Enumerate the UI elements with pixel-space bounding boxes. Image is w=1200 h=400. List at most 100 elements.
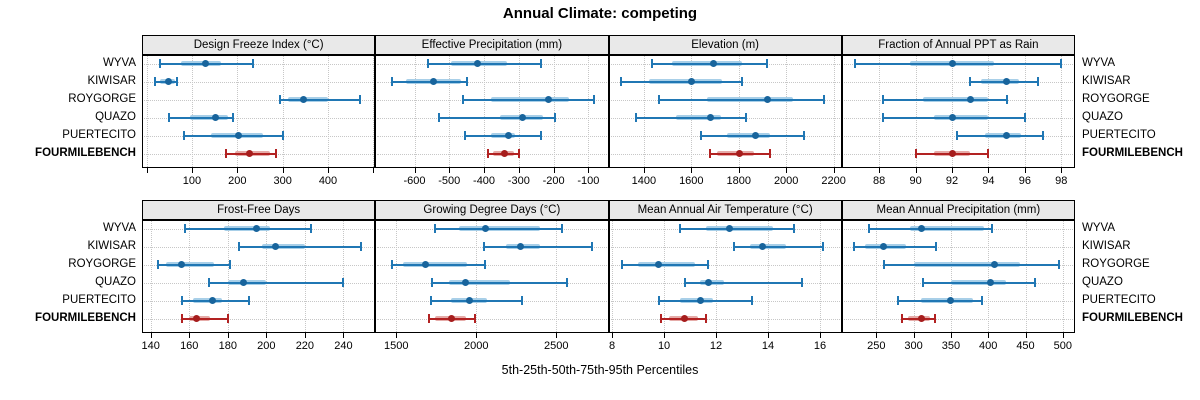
site-label-left: KIWISAR [87, 74, 136, 87]
median-dot [501, 150, 509, 157]
whisker-cap-5th [159, 59, 162, 68]
whisker-cap-95th [228, 260, 231, 269]
whisker-cap-5th [678, 224, 681, 233]
median-dot [948, 114, 956, 121]
whisker-cap-95th [342, 278, 345, 287]
site-label-left: WYVA [102, 56, 136, 69]
median-dot [948, 60, 956, 67]
site-label-left: QUAZO [95, 275, 136, 288]
whisker-cap-5th [434, 224, 437, 233]
axis-tick-label: 350 [941, 340, 961, 352]
grid-line-horizontal [843, 246, 1073, 248]
median-dot [208, 297, 216, 304]
axis-tick-label: 400 [318, 175, 338, 187]
median-dot [946, 297, 954, 304]
axis-tick-label: 16 [813, 340, 827, 352]
whisker-cap-5th [882, 260, 885, 269]
whisker-cap-5th [651, 59, 654, 68]
axis-tick-label: 2000 [464, 340, 489, 352]
median-dot [706, 114, 714, 121]
whisker-line-5-95 [169, 116, 233, 119]
grid-line-vertical [952, 56, 953, 167]
site-label-left: ROYGORGE [68, 257, 136, 270]
whisker-cap-5th [391, 260, 394, 269]
whisker-cap-5th [279, 95, 282, 104]
whisker-cap-5th [896, 296, 899, 305]
whisker-cap-95th [473, 314, 476, 323]
whisker-line-5-95 [882, 98, 1007, 101]
whisker-cap-95th [359, 242, 362, 251]
grid-line-vertical [1025, 221, 1027, 332]
whisker-cap-95th [592, 95, 595, 104]
axis-tick-label: 1600 [679, 175, 704, 187]
whisker-cap-5th [182, 131, 185, 140]
grid-line-vertical [819, 221, 821, 332]
whisker-cap-5th [168, 113, 171, 122]
whisker-cap-95th [540, 131, 543, 140]
site-label-left: ROYGORGE [68, 92, 136, 105]
median-dot [655, 261, 663, 268]
axis-tick [328, 168, 329, 173]
whisker-cap-95th [1036, 77, 1039, 86]
grid-line-horizontal [144, 300, 374, 302]
grid-line-vertical [876, 221, 878, 332]
axis-tick-label: 240 [334, 340, 353, 352]
whisker-line-5-95 [183, 134, 283, 137]
whisker-cap-5th [854, 59, 857, 68]
whisker-cap-95th [823, 95, 826, 104]
whisker-cap-5th [657, 296, 660, 305]
whisker-cap-95th [226, 314, 229, 323]
whisker-cap-5th [154, 77, 157, 86]
grid-line-vertical [476, 221, 478, 332]
axis-tick-label: 100 [182, 175, 202, 187]
whisker-cap-95th [517, 149, 520, 158]
axis-tick [691, 168, 693, 173]
grid-line-vertical [913, 221, 915, 332]
whisker-cap-95th [560, 224, 563, 233]
whisker-line-5-95 [679, 227, 794, 230]
median-dot [164, 78, 172, 85]
whisker-cap-5th [430, 296, 433, 305]
axis-tick [1062, 333, 1064, 338]
whisker-cap-5th [180, 296, 183, 305]
median-dot [473, 60, 481, 67]
axis-tick-label: 1500 [384, 340, 409, 352]
site-label-right: WYVA [1082, 221, 1116, 234]
panel [841, 220, 1075, 333]
axis-tick-label: 200 [257, 340, 276, 352]
median-dot [1003, 132, 1011, 139]
grid-line-vertical [988, 221, 990, 332]
grid-line-horizontal [144, 63, 374, 65]
axis-tick-label: 2200 [821, 175, 846, 187]
median-dot [986, 279, 994, 286]
grid-line-vertical [786, 56, 788, 167]
whisker-line-5-95 [239, 245, 361, 248]
axis-tick [484, 168, 486, 173]
axis-tick-label: -600 [403, 175, 426, 187]
axis-tick [227, 333, 229, 338]
whisker-line-5-95 [185, 227, 311, 230]
median-dot [704, 279, 712, 286]
median-dot [917, 315, 925, 322]
axis-tick-label: 98 [1055, 175, 1068, 187]
grid-line-horizontal [377, 264, 607, 266]
whisker-cap-5th [683, 278, 686, 287]
whisker-cap-5th [881, 95, 884, 104]
axis-tick [876, 333, 878, 338]
axis-tick [556, 333, 558, 338]
whisker-line-5-95 [181, 317, 228, 320]
whisker-cap-5th [486, 149, 489, 158]
grid-line-vertical [304, 221, 306, 332]
median-dot [465, 297, 473, 304]
whisker-line-5-95 [883, 263, 1060, 266]
whisker-cap-95th [981, 296, 984, 305]
axis-tick-label: 250 [867, 340, 886, 352]
whisker-cap-95th [1023, 113, 1026, 122]
whisker-cap-5th [634, 113, 637, 122]
grid-line-vertical [518, 56, 520, 167]
whisker-line-5-95 [734, 245, 823, 248]
whisker-cap-5th [658, 95, 661, 104]
panel-strip: Fraction of Annual PPT as Rain [841, 35, 1075, 55]
whisker-cap-95th [1034, 278, 1037, 287]
whisker-cap-5th [225, 149, 228, 158]
